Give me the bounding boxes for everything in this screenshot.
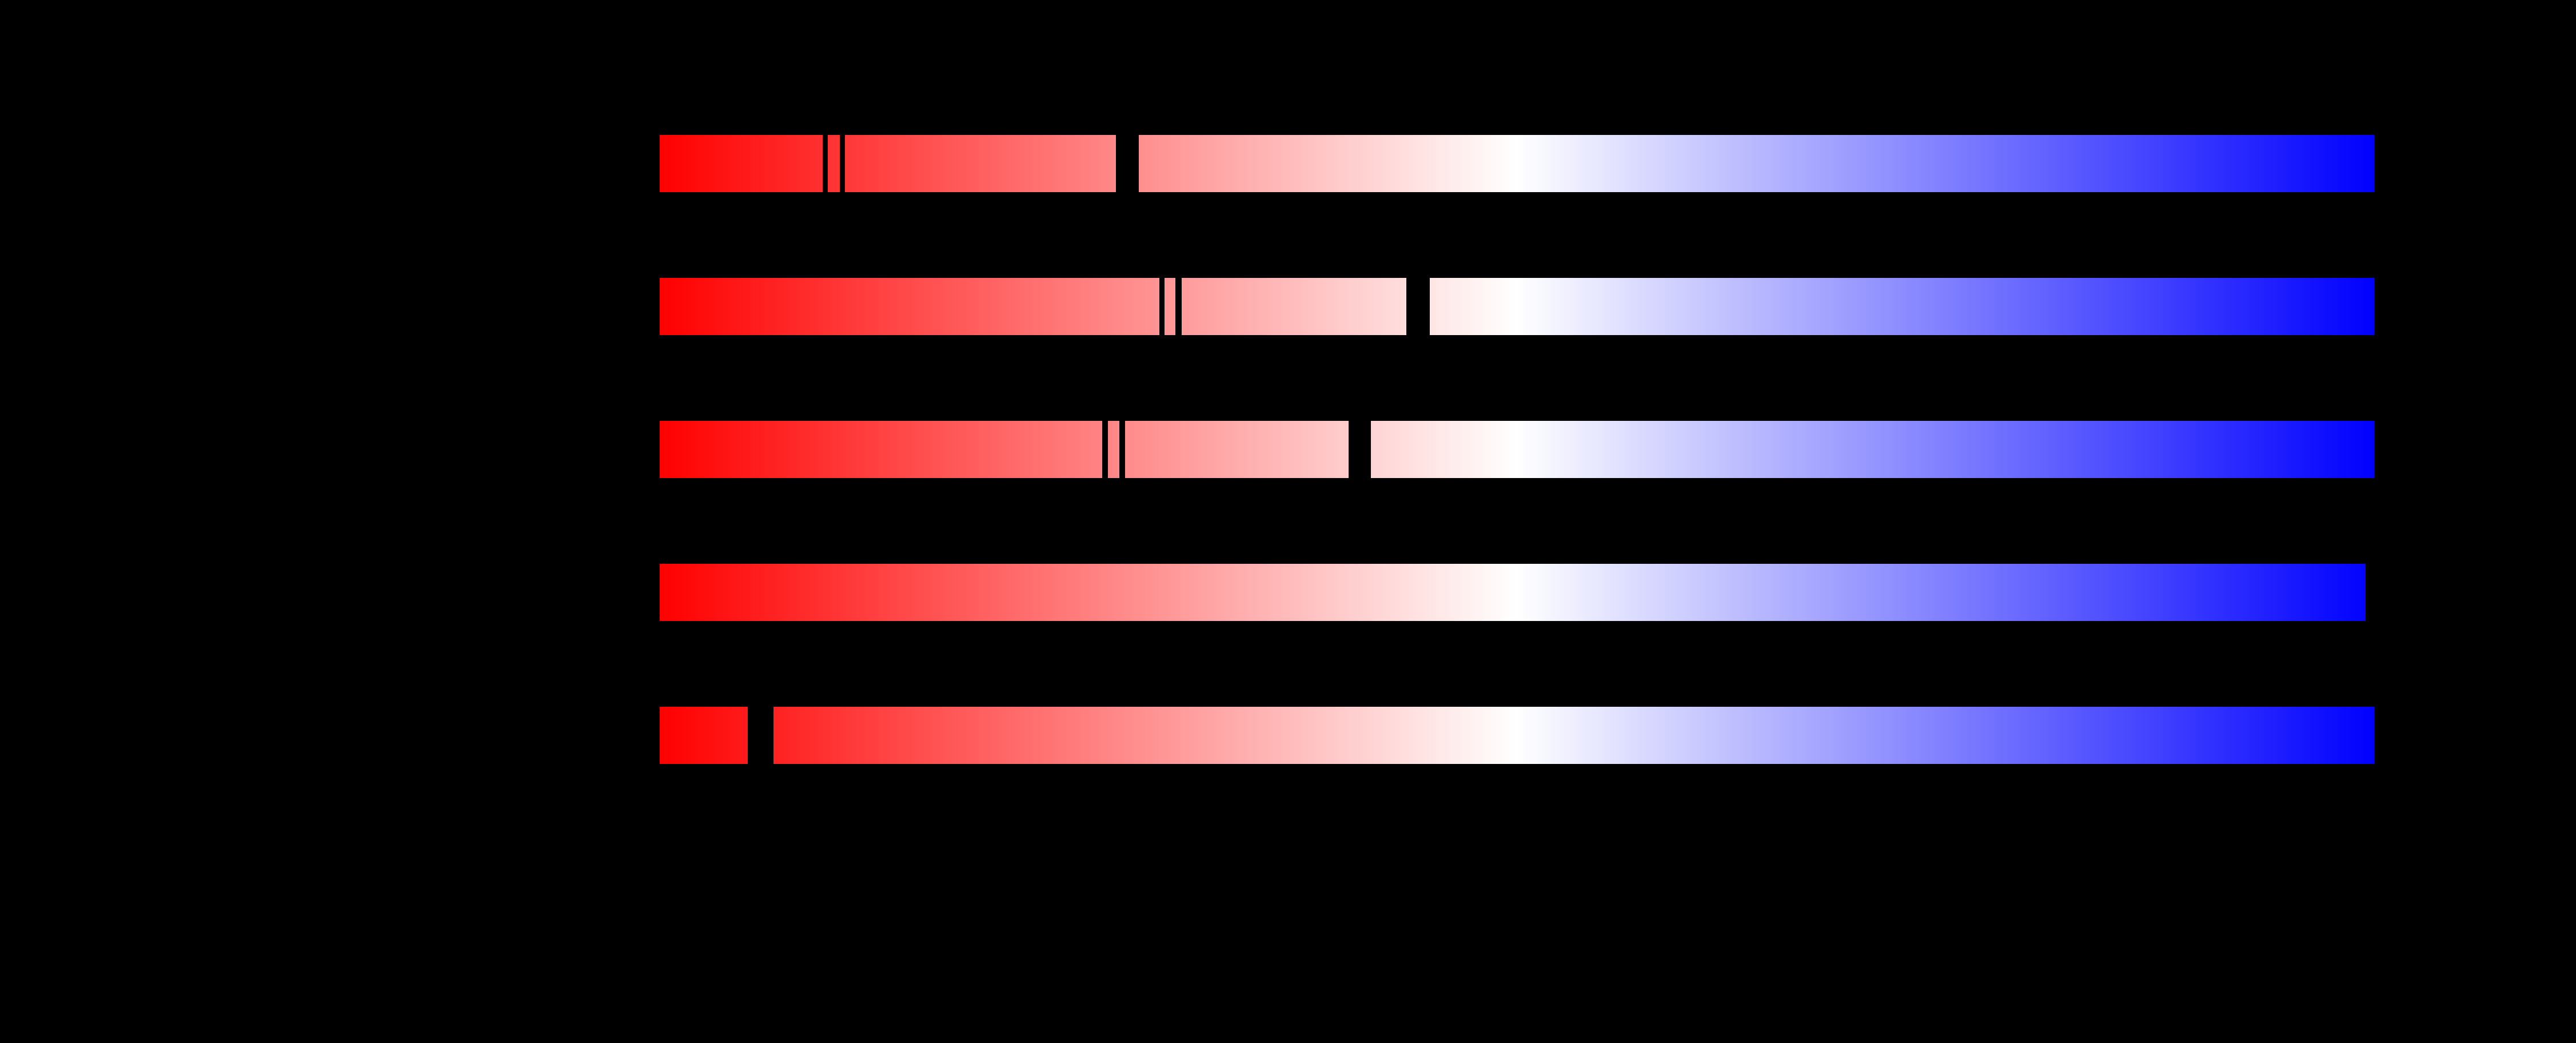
bar-segment bbox=[1165, 278, 1175, 335]
bar-segment bbox=[1108, 421, 1119, 478]
bar-segment bbox=[1371, 421, 2374, 478]
bar-segment bbox=[660, 564, 2366, 621]
bar-segment bbox=[1430, 278, 2374, 335]
bar-segment bbox=[660, 278, 1159, 335]
gradient-bar-row-1 bbox=[0, 135, 2576, 192]
gradient-bar-row-2 bbox=[0, 278, 2576, 335]
bar-segment bbox=[660, 421, 1102, 478]
bar-segment bbox=[828, 135, 840, 192]
bar-segment bbox=[1182, 278, 1406, 335]
bar-segment bbox=[773, 707, 2374, 764]
bar-segment bbox=[660, 135, 823, 192]
bar-segment bbox=[1139, 135, 2374, 192]
gradient-bar-row-3 bbox=[0, 421, 2576, 478]
bar-segment bbox=[1125, 421, 1349, 478]
bar-segment bbox=[660, 707, 748, 764]
gradient-bar-row-4 bbox=[0, 564, 2576, 621]
gradient-bar-row-5 bbox=[0, 707, 2576, 764]
bar-segment bbox=[845, 135, 1116, 192]
